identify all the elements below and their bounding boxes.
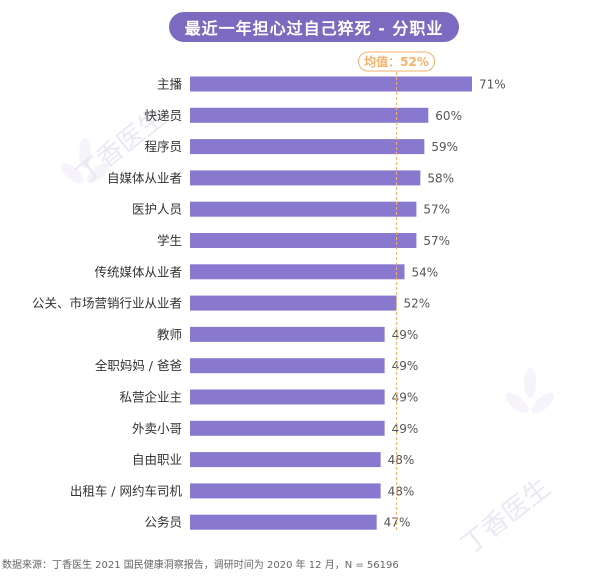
chart-title-text: 最近一年担心过自己猝死 - 分职业 <box>184 19 444 38</box>
average-badge <box>358 51 436 72</box>
value-label: 48% <box>388 484 415 498</box>
watermark-logo <box>505 368 555 414</box>
bar <box>190 420 385 436</box>
bar <box>190 295 397 311</box>
value-label: 59% <box>431 140 458 154</box>
value-label: 58% <box>427 171 454 185</box>
category-label: 主播 <box>157 77 183 92</box>
value-label: 49% <box>392 359 419 373</box>
category-label: 医护人员 <box>132 202 182 217</box>
category-label: 公关、市场营销行业从业者 <box>32 296 182 311</box>
bar <box>190 326 385 342</box>
category-label: 教师 <box>157 327 182 342</box>
bar <box>190 201 417 217</box>
watermark-text: 丁香医生 <box>456 473 556 561</box>
value-label: 52% <box>404 297 431 311</box>
category-label: 学生 <box>157 233 182 248</box>
bar <box>190 233 417 248</box>
bar <box>190 514 377 530</box>
value-label: 71% <box>479 78 506 92</box>
category-label: 自由职业 <box>132 452 182 467</box>
value-label: 57% <box>423 203 450 217</box>
bar <box>190 264 405 280</box>
value-label: 49% <box>392 391 419 405</box>
category-label: 程序员 <box>144 139 182 154</box>
chart-title: 最近一年担心过自己猝死 - 分职业 <box>169 12 459 42</box>
category-label: 自媒体从业者 <box>107 170 182 185</box>
bar <box>190 483 381 499</box>
value-label: 57% <box>423 234 450 248</box>
category-label: 公务员 <box>144 515 182 530</box>
average-label: 均值：52% <box>364 54 429 69</box>
bar <box>190 139 425 155</box>
value-label: 49% <box>392 422 419 436</box>
bar <box>190 358 385 374</box>
bar <box>190 389 385 405</box>
bar <box>190 452 381 468</box>
bar <box>190 107 429 123</box>
category-label: 全职妈妈 / 爸爸 <box>95 358 182 373</box>
bar <box>190 76 472 92</box>
category-label: 私营企业主 <box>119 390 182 405</box>
value-label: 48% <box>388 453 415 467</box>
category-label: 传统媒体从业者 <box>94 264 182 279</box>
watermark-logo <box>60 138 110 184</box>
bar <box>190 170 421 186</box>
data-source-note: 数据来源：丁香医生 2021 国民健康洞察报告，调研时间为 2020 年 12 … <box>2 560 399 571</box>
category-label: 出租车 / 网约车司机 <box>70 483 183 498</box>
category-label: 快递员 <box>144 108 182 123</box>
category-label: 外卖小哥 <box>132 421 182 436</box>
value-label: 60% <box>435 109 462 123</box>
value-label: 54% <box>411 265 438 279</box>
value-label: 49% <box>392 328 419 342</box>
